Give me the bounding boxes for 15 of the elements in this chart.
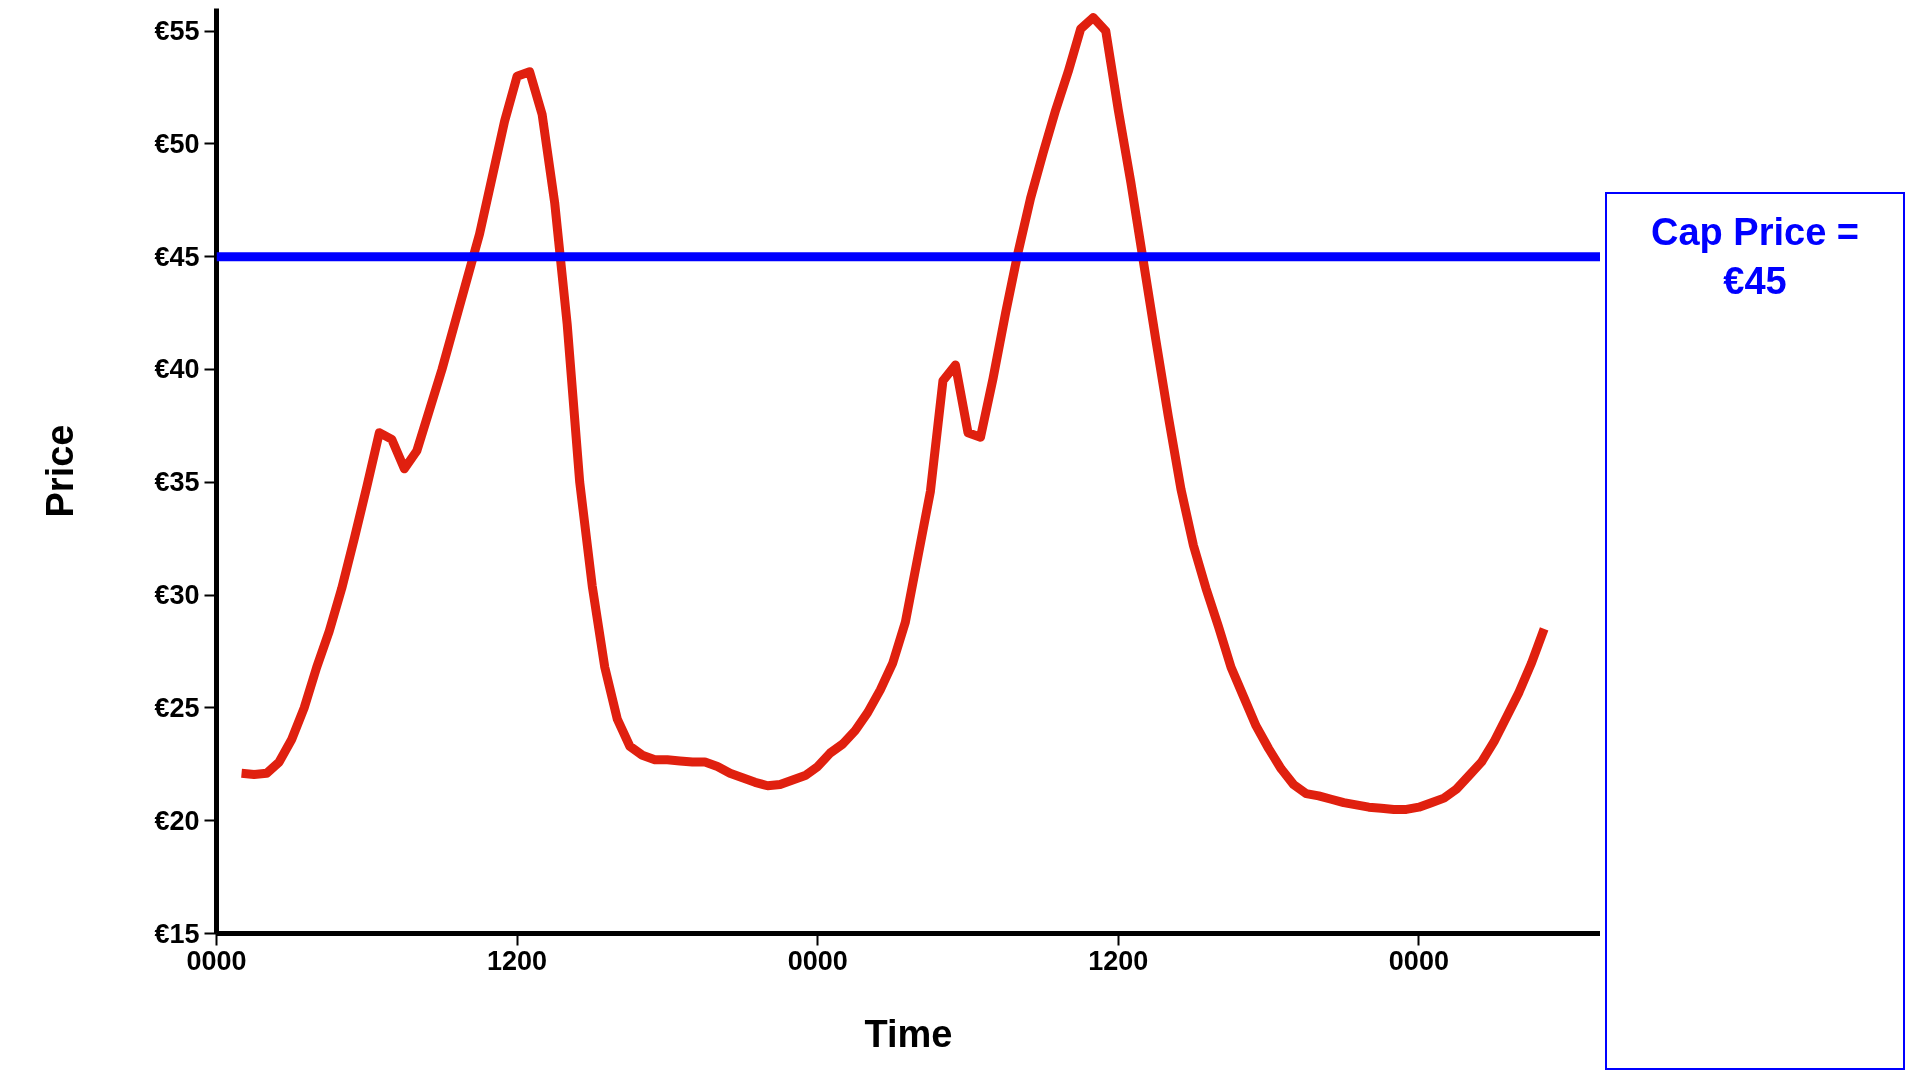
y-tick-label: €30 [154, 580, 200, 611]
y-tick-label: €35 [154, 467, 200, 498]
x-axis-title: Time [864, 1012, 953, 1055]
x-tick-label: 1200 [1088, 945, 1149, 976]
x-tick-label: 0000 [1388, 945, 1449, 976]
y-tick-label: €40 [154, 354, 200, 385]
ref-line-label: Cap Price = €45 [1650, 210, 1860, 305]
y-tick-label: €25 [154, 692, 200, 723]
y-axis-title: Price [39, 424, 82, 518]
y-tick-label: €50 [154, 128, 200, 159]
x-tick-label: 0000 [787, 945, 848, 976]
y-tick-label: €20 [154, 805, 200, 836]
y-tick-label: €55 [154, 16, 200, 47]
y-tick-label: €45 [154, 241, 200, 272]
x-tick-label: 1200 [487, 945, 548, 976]
